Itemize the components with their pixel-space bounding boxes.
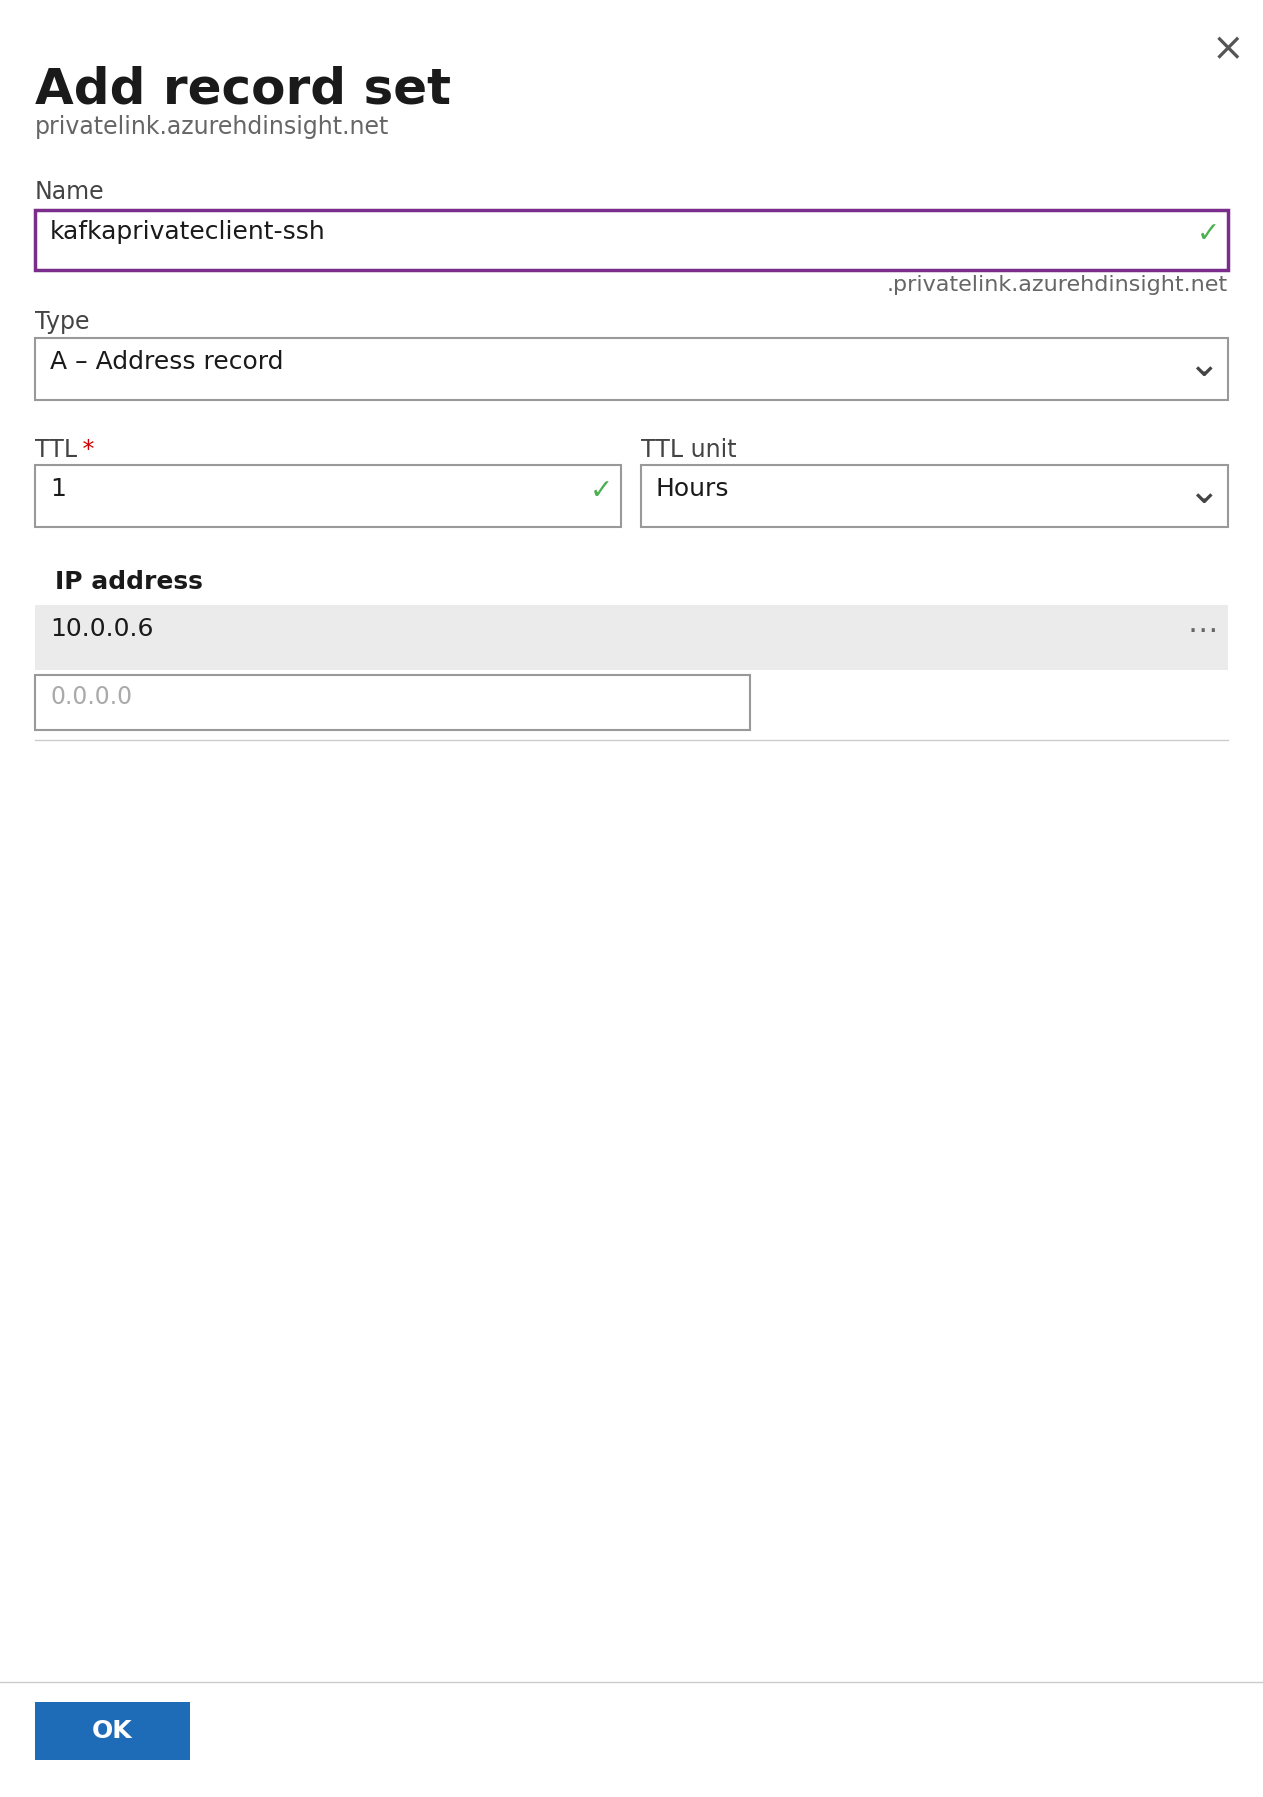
Text: A – Address record: A – Address record — [51, 350, 283, 374]
Bar — [35, 465, 621, 527]
Text: TTL unit: TTL unit — [642, 438, 736, 462]
Text: 1: 1 — [51, 476, 66, 501]
Text: *: * — [75, 438, 95, 462]
Text: ⌄: ⌄ — [1187, 347, 1219, 385]
Text: ×: × — [1211, 31, 1244, 68]
Bar — [35, 1702, 189, 1759]
Text: kafkaprivateclient-ssh: kafkaprivateclient-ssh — [51, 219, 326, 244]
Bar — [35, 606, 1228, 670]
Bar — [642, 465, 1228, 527]
Text: ⌄: ⌄ — [1187, 473, 1219, 510]
Text: Add record set: Add record set — [35, 65, 451, 113]
Text: TTL: TTL — [35, 438, 77, 462]
Bar — [35, 338, 1228, 401]
Text: privatelink.azurehdinsight.net: privatelink.azurehdinsight.net — [35, 115, 389, 138]
Text: 0.0.0.0: 0.0.0.0 — [51, 685, 133, 710]
Text: Hours: Hours — [655, 476, 730, 501]
Text: Type: Type — [35, 311, 90, 334]
Text: 10.0.0.6: 10.0.0.6 — [51, 616, 154, 642]
Text: .privatelink.azurehdinsight.net: .privatelink.azurehdinsight.net — [887, 275, 1228, 295]
Text: ✓: ✓ — [590, 476, 613, 505]
Bar — [35, 210, 1228, 270]
Text: IP address: IP address — [56, 570, 203, 595]
Bar — [35, 676, 750, 730]
Text: ✓: ✓ — [1196, 219, 1220, 248]
Text: OK: OK — [92, 1720, 133, 1743]
Text: Name: Name — [35, 180, 105, 205]
Text: ⋯: ⋯ — [1187, 616, 1219, 645]
